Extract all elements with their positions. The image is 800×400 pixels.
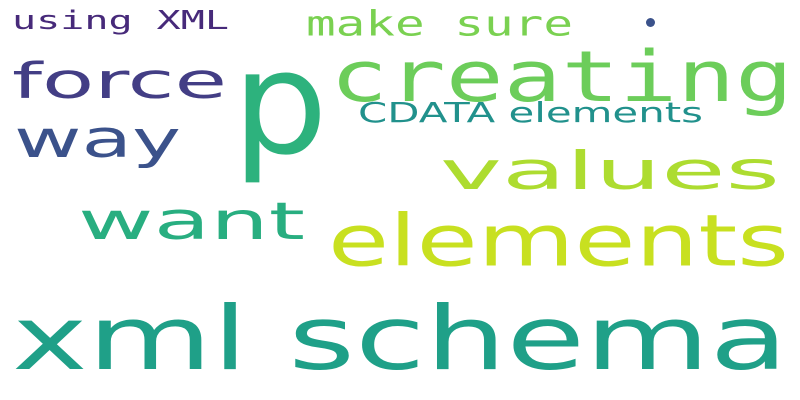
word-using-xml: using XML xyxy=(12,6,229,36)
word-values: values xyxy=(440,140,780,202)
word-want: want xyxy=(78,191,305,252)
word-creating: creating xyxy=(330,35,793,118)
word-cdata-elements: CDATA elements xyxy=(358,97,703,129)
word-xml-schema: xml schema xyxy=(12,287,788,390)
word-elements: elements xyxy=(328,199,789,283)
word-way: way xyxy=(14,109,181,170)
word-p: p xyxy=(232,19,328,187)
word-make-sure: make sure xyxy=(306,3,573,44)
decorative-dot xyxy=(646,18,655,27)
word-force: force xyxy=(12,52,227,110)
